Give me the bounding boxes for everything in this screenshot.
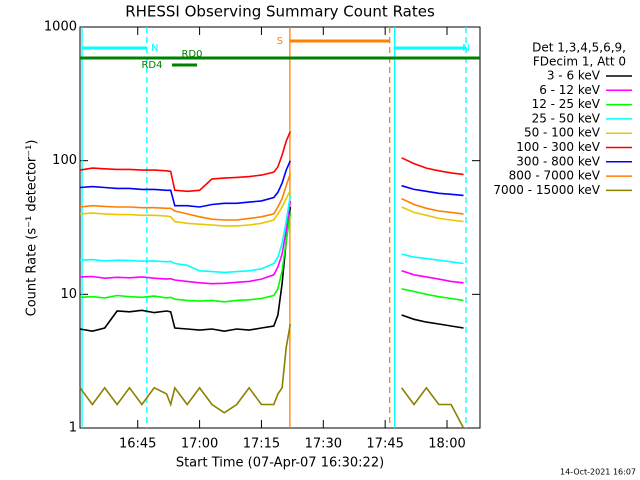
legend-header: FDecim 1, Att 0 [533, 55, 626, 69]
x-tick-label: 18:00 [428, 437, 465, 452]
series-line [79, 200, 464, 285]
chart-title: RHESSI Observing Summary Count Rates [125, 3, 435, 21]
legend-label: 12 - 25 keV [532, 97, 601, 111]
legend-header: Det 1,3,4,5,6,9, [532, 41, 626, 55]
legend-label: 7000 - 15000 keV [493, 183, 600, 197]
y-tick-label: 100 [52, 153, 77, 168]
series-line [79, 173, 464, 221]
series-line [79, 206, 464, 333]
x-tick-label: 17:00 [181, 437, 218, 452]
state-label: RD0 [181, 49, 202, 60]
legend-label: 100 - 300 keV [516, 140, 600, 154]
legend-label: 300 - 800 keV [516, 154, 600, 168]
y-tick-label: 1000 [44, 20, 77, 35]
footer: 14-Oct-2021 16:07 [560, 468, 636, 477]
legend-label: 25 - 50 keV [532, 111, 601, 125]
x-tick-label: 17:30 [305, 437, 342, 452]
state-label: N [462, 43, 469, 54]
legend-label: 800 - 7000 keV [509, 169, 601, 183]
series-line [79, 131, 464, 193]
legend-label: 6 - 12 keV [539, 83, 601, 97]
series-line [79, 195, 464, 274]
x-axis-label: Start Time (07-Apr-07 16:30:22) [176, 456, 384, 471]
x-tick-label: 17:15 [243, 437, 280, 452]
y-axis-label: Count Rate (s⁻¹ detector⁻¹) [25, 140, 40, 317]
y-tick-label: 1 [69, 421, 77, 436]
y-tick-label: 10 [60, 287, 77, 302]
legend-label: 3 - 6 keV [547, 69, 601, 83]
x-tick-label: 17:45 [366, 437, 403, 452]
state-label: S [277, 36, 283, 47]
plot-frame [79, 26, 481, 429]
series-line [79, 189, 464, 227]
series-line [79, 323, 465, 429]
series-line [79, 160, 464, 208]
x-tick-label: 16:45 [119, 437, 156, 452]
state-label: RD4 [141, 60, 162, 71]
series-line [79, 213, 464, 303]
state-label: N [151, 43, 158, 54]
legend-label: 50 - 100 keV [524, 126, 601, 140]
